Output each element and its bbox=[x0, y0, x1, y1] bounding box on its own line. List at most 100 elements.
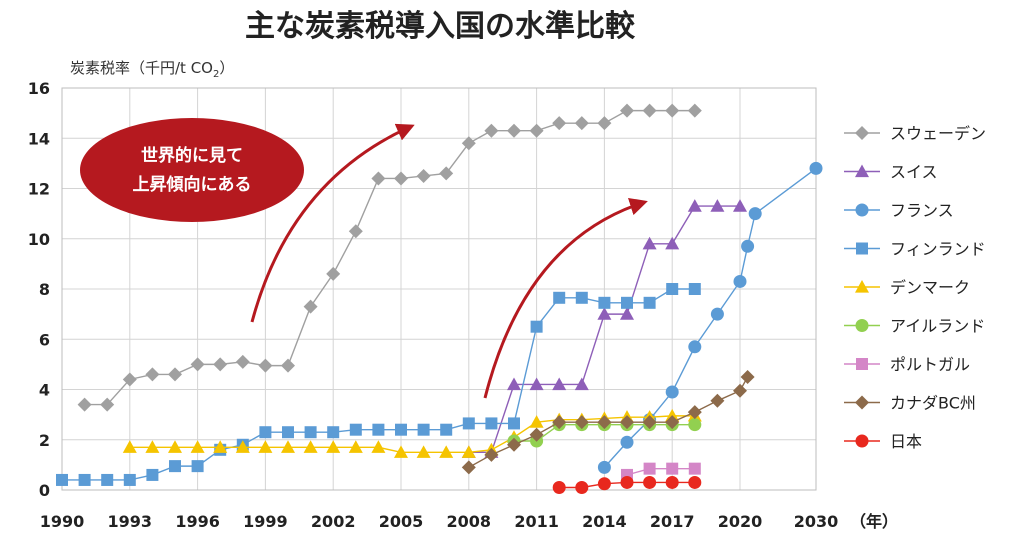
data-point bbox=[303, 299, 318, 314]
series bbox=[56, 103, 823, 494]
legend-marker bbox=[855, 126, 869, 140]
y-tick-label: 10 bbox=[28, 230, 50, 249]
callout-line-2: 上昇傾向にある bbox=[133, 174, 252, 195]
data-point bbox=[507, 123, 521, 138]
callout-line-1: 世界的に見て bbox=[141, 145, 243, 166]
data-point bbox=[122, 440, 137, 453]
x-tick-label: 1990 bbox=[40, 512, 85, 531]
data-point bbox=[809, 161, 823, 175]
trend-arrow-2 bbox=[483, 197, 648, 399]
data-point bbox=[394, 171, 408, 186]
x-tick-label: 2008 bbox=[447, 512, 492, 531]
data-point bbox=[665, 385, 679, 399]
data-point bbox=[665, 236, 680, 250]
data-point bbox=[620, 475, 634, 489]
data-point bbox=[665, 103, 680, 118]
data-point bbox=[146, 468, 159, 481]
data-point bbox=[665, 415, 680, 430]
data-point bbox=[462, 417, 475, 430]
x-tick-label: 1993 bbox=[108, 512, 153, 531]
legend-label: スウェーデン bbox=[890, 124, 986, 143]
data-point bbox=[78, 473, 91, 486]
data-point bbox=[553, 291, 566, 304]
data-point bbox=[281, 358, 295, 373]
data-point bbox=[598, 296, 611, 309]
data-point bbox=[597, 307, 612, 320]
data-point bbox=[643, 462, 656, 475]
data-point bbox=[461, 460, 476, 475]
data-point bbox=[710, 393, 725, 408]
y-tick-label: 6 bbox=[39, 330, 50, 349]
legend-marker bbox=[855, 203, 869, 217]
data-point bbox=[371, 440, 386, 453]
data-point bbox=[77, 397, 92, 412]
data-point bbox=[688, 418, 702, 432]
legend-label: カナダBC州 bbox=[890, 394, 976, 413]
data-point bbox=[620, 415, 634, 430]
data-point bbox=[282, 426, 294, 439]
data-point bbox=[461, 445, 476, 458]
data-point bbox=[439, 445, 454, 458]
series-line bbox=[84, 109, 695, 406]
y-tick-label: 4 bbox=[39, 381, 50, 400]
data-point bbox=[710, 199, 725, 212]
callout-ellipse bbox=[80, 118, 304, 222]
data-point bbox=[348, 440, 363, 453]
data-point bbox=[281, 440, 295, 453]
data-point bbox=[620, 103, 634, 118]
x-tick-label: 2005 bbox=[379, 512, 424, 531]
legend-item: スイス bbox=[844, 163, 938, 182]
data-point bbox=[56, 473, 68, 486]
data-point bbox=[687, 103, 702, 118]
data-point bbox=[258, 440, 273, 453]
legend-item: フィンランド bbox=[844, 240, 986, 259]
data-point bbox=[122, 372, 137, 387]
data-point bbox=[688, 462, 701, 475]
data-point bbox=[213, 440, 228, 453]
data-point bbox=[687, 405, 702, 420]
trend-arrows bbox=[250, 123, 648, 399]
legend-label: デンマーク bbox=[890, 278, 970, 297]
series-4 bbox=[122, 408, 702, 458]
data-point bbox=[484, 123, 499, 138]
data-point bbox=[575, 480, 589, 494]
data-point bbox=[168, 367, 182, 382]
data-point bbox=[552, 377, 567, 391]
data-point bbox=[395, 423, 407, 436]
legend-marker bbox=[856, 358, 868, 370]
legend-marker bbox=[855, 280, 869, 293]
legend-label: フィンランド bbox=[890, 240, 986, 259]
data-point bbox=[574, 116, 589, 131]
data-point bbox=[529, 415, 544, 428]
y-tick-label: 16 bbox=[28, 79, 50, 98]
legend: スウェーデンスイスフランスフィンランドデンマークアイルランドポルトガルカナダBC… bbox=[844, 124, 986, 451]
data-point bbox=[643, 296, 656, 309]
legend-label: ポルトガル bbox=[890, 355, 970, 374]
data-point bbox=[748, 207, 762, 221]
data-point bbox=[100, 397, 115, 412]
legend-marker bbox=[855, 164, 869, 178]
data-point bbox=[574, 377, 589, 391]
chart-title: 主な炭素税導入国の水準比較 bbox=[245, 9, 636, 44]
x-axis-ticks: 1990 1993 1996 1999 2002 2005 2008 2011 2014 2017… bbox=[40, 512, 839, 531]
data-point bbox=[666, 462, 679, 475]
y-axis-label: 炭素税率（千円/t CO2） bbox=[70, 59, 234, 80]
data-point bbox=[642, 103, 657, 118]
data-point bbox=[688, 340, 702, 354]
series-8 bbox=[552, 475, 702, 494]
x-tick-label: 2017 bbox=[650, 512, 695, 531]
data-point bbox=[643, 475, 657, 489]
y-tick-label: 0 bbox=[39, 481, 50, 500]
trend-arrow-1 bbox=[250, 123, 415, 323]
data-point bbox=[507, 377, 521, 391]
data-point bbox=[529, 123, 544, 138]
data-point bbox=[741, 239, 755, 253]
legend-label: アイルランド bbox=[890, 317, 985, 336]
data-point bbox=[621, 296, 633, 309]
legend-marker bbox=[855, 319, 869, 332]
data-point bbox=[259, 426, 272, 439]
data-point bbox=[552, 415, 567, 430]
data-point bbox=[740, 369, 755, 384]
data-point bbox=[304, 426, 317, 439]
